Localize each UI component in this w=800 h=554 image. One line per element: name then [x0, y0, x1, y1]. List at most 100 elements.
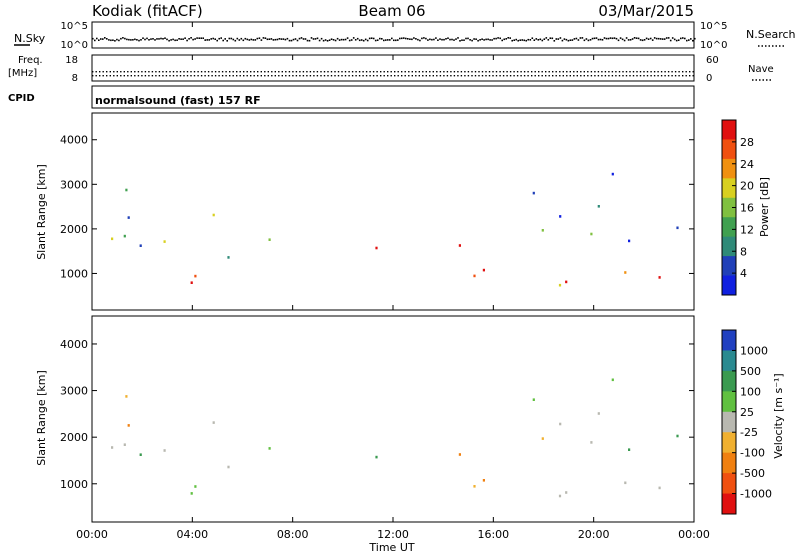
- nsky-point: [254, 39, 257, 41]
- nave-point: [548, 75, 550, 77]
- nsky-point: [651, 39, 654, 41]
- freq-point: [116, 71, 118, 73]
- nave-point: [144, 75, 147, 77]
- nsky-point: [290, 39, 293, 42]
- velocity-cell: [611, 378, 614, 382]
- nsky-point: [256, 37, 259, 40]
- nave-point: [541, 75, 543, 77]
- nsearch-tick-bottom: 10^0: [700, 40, 727, 51]
- nave-point: [450, 75, 452, 77]
- freq-point: [281, 71, 283, 73]
- nave-point: [502, 75, 505, 77]
- nsky-point: [531, 37, 534, 39]
- nsky-point: [411, 38, 413, 41]
- nsky-point: [680, 37, 682, 40]
- nave-point: [229, 75, 231, 77]
- freq-point: [372, 71, 375, 73]
- nave-point: [186, 75, 189, 77]
- nsky-point: [457, 37, 459, 39]
- nsky-point: [553, 40, 556, 42]
- nsky-point: [435, 37, 437, 39]
- power-cell: [111, 237, 114, 241]
- nsky-point: [547, 39, 550, 41]
- nave-point: [250, 75, 252, 77]
- nsky-point: [649, 37, 652, 40]
- nsky-point: [218, 37, 220, 40]
- nave-point: [573, 75, 575, 77]
- nsky-point: [663, 38, 666, 40]
- nsky-point: [545, 37, 548, 39]
- nave-point: [657, 75, 659, 77]
- velocity-colorbar: 1000 500 100 25 -25 -100 -500 -1000: [721, 329, 772, 515]
- nave-point: [232, 75, 234, 77]
- nsky-point: [296, 39, 299, 42]
- nsky-point: [682, 37, 684, 39]
- freq-point: [376, 71, 378, 73]
- freq-point: [200, 71, 203, 73]
- freq-point: [229, 71, 231, 73]
- nsky-point: [525, 39, 527, 42]
- nsky-point: [425, 37, 427, 40]
- nsky-point: [160, 37, 162, 40]
- colorbar-tick-label: 28: [740, 136, 754, 149]
- nave-point: [113, 75, 115, 77]
- nsky-point: [688, 39, 690, 41]
- velocity-ylabel: Slant Range [km]: [35, 370, 48, 466]
- nave-point: [653, 75, 656, 77]
- nsky-point: [539, 38, 542, 41]
- freq-point: [464, 71, 466, 73]
- nsky-point: [144, 38, 146, 41]
- colorbar-tick-label: 1000: [740, 344, 768, 357]
- nave-point: [538, 75, 540, 77]
- nsky-point: [248, 39, 251, 41]
- nave-point: [625, 75, 628, 77]
- colorbar-segment: [722, 217, 736, 238]
- y-tick-label: 4000: [60, 338, 88, 351]
- nsky-point: [202, 37, 204, 39]
- nsky-point: [94, 39, 96, 42]
- velocity-cell: [194, 485, 197, 488]
- colorbar-segment: [722, 493, 736, 515]
- freq-point: [471, 71, 473, 73]
- velocity-cell: [212, 421, 215, 424]
- nsky-point: [639, 39, 642, 41]
- freq-point: [488, 71, 491, 73]
- nave-point: [660, 75, 663, 77]
- nsky-point: [541, 39, 544, 42]
- freq-point: [278, 71, 280, 73]
- freq-point: [569, 71, 571, 73]
- xlabel: Time UT: [368, 541, 414, 554]
- velocity-cell: [458, 453, 461, 456]
- nsky-point: [455, 38, 457, 40]
- nsky-point: [266, 38, 269, 41]
- freq-point: [643, 71, 645, 73]
- freq-point: [123, 71, 125, 73]
- nsky-point: [495, 37, 497, 40]
- nave-point: [383, 75, 385, 77]
- y-tick-label: 1000: [60, 267, 88, 280]
- nsky-point: [132, 39, 134, 41]
- nsky-point: [583, 39, 586, 42]
- colorbar-segment: [722, 158, 736, 179]
- freq-point: [573, 71, 575, 73]
- freq-point: [453, 71, 456, 73]
- freq-point: [365, 71, 368, 73]
- nsky-point: [665, 37, 668, 39]
- nsky-point: [338, 39, 341, 41]
- nsky-point: [154, 39, 156, 41]
- nave-point: [271, 75, 273, 77]
- nsky-point: [557, 38, 560, 40]
- nave-point: [137, 75, 140, 77]
- freq-tick-bottom: 8: [72, 73, 78, 84]
- power-cell: [559, 215, 562, 218]
- colorbar-tick-label: 500: [740, 365, 761, 378]
- nsky-point: [126, 38, 128, 41]
- nave-point: [313, 75, 315, 77]
- freq-point: [639, 71, 642, 73]
- nsky-point: [657, 37, 660, 40]
- nsky-point: [471, 39, 473, 42]
- nsky-point: [170, 39, 172, 41]
- nsky-point: [280, 38, 283, 40]
- nave-point: [172, 75, 175, 77]
- nsky-point: [491, 39, 493, 41]
